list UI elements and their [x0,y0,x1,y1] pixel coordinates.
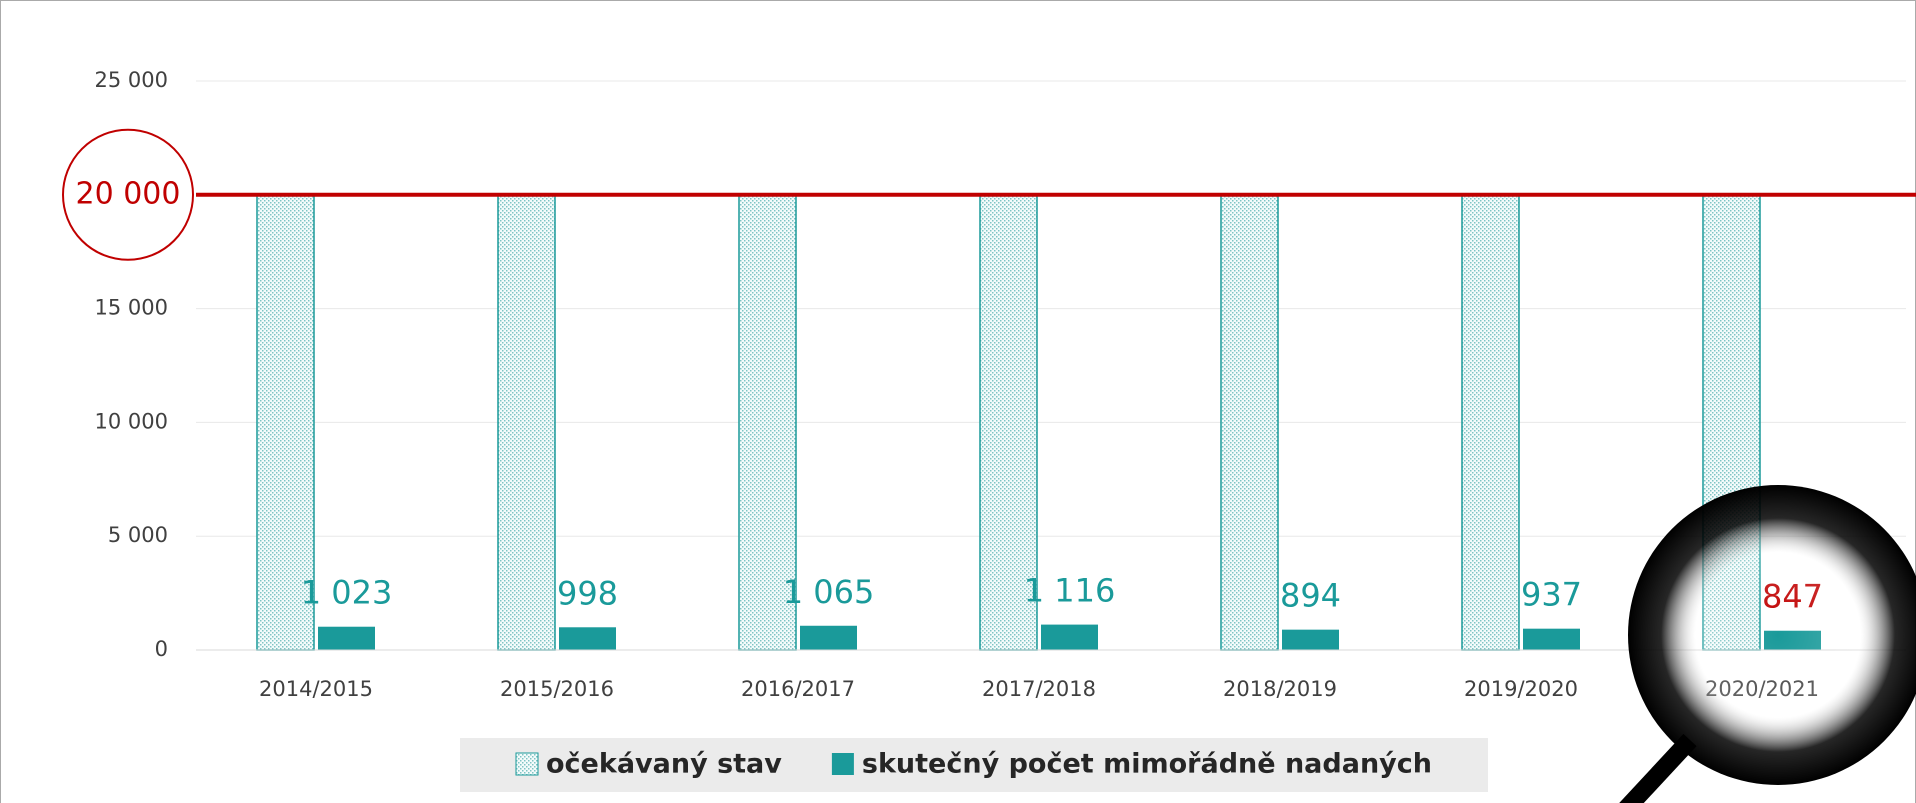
value-label: 1 116 [1024,572,1116,610]
legend-swatch [515,752,539,776]
value-label: 937 [1521,576,1582,614]
value-label: 894 [1280,577,1341,615]
x-tick-label: 2015/2016 [500,677,614,701]
y-tick-label: 10 000 [95,409,168,433]
plot: 0 5 000 10 000 15 000 25 000 2014/2015 1 023 20… [62,68,1916,792]
x-tick-label: 2016/2017 [741,677,855,701]
bar [800,625,857,650]
bar [1282,629,1339,650]
bar [1041,624,1098,650]
bar [497,194,556,651]
value-label: 998 [557,574,618,612]
bar [318,626,375,650]
bar [1461,194,1520,651]
value-label: 1 065 [783,573,875,611]
bar [979,194,1038,651]
reference-circle [62,128,194,261]
bar [256,194,315,651]
x-tick-label: 2017/2018 [982,677,1096,701]
y-tick-label: 25 000 [95,68,168,92]
bar [738,194,797,651]
x-tick-label: 2018/2019 [1223,677,1337,701]
y-tick-label: 0 [155,637,168,661]
bar [1220,194,1279,651]
magnifier [1619,485,1916,803]
magnifier-lens [1628,485,1916,785]
x-tick-label: 2019/2020 [1464,677,1578,701]
y-tick-label: 15 000 [95,296,168,320]
bar [1523,628,1580,650]
x-tick-label: 2014/2015 [259,677,373,701]
legend-box [460,738,1488,792]
magnifier-handle [1619,733,1697,803]
legend-swatch [831,753,854,775]
legend-label: očekávaný stav [546,749,782,780]
legend-label: skutečný počet mimořádně nadaných [862,749,1432,780]
value-label: 1 023 [301,574,393,612]
y-tick-label: 5 000 [108,523,168,547]
legend: očekávaný stav skutečný počet mimořádně n… [460,738,1488,792]
bar [559,627,616,650]
reference-label: 20 000 [76,176,181,211]
